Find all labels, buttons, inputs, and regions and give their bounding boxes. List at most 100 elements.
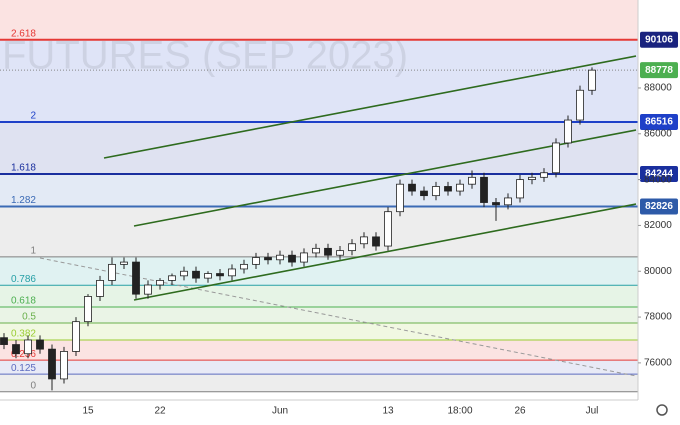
price-tag (640, 166, 678, 183)
candle-body (360, 236, 368, 245)
x-tick-label: 22 (154, 406, 166, 417)
fib-band (0, 285, 638, 308)
candle-body (144, 284, 152, 295)
candle-body (132, 261, 140, 295)
price-tag (640, 198, 678, 215)
x-tick-label: Jul (586, 406, 599, 417)
y-tick-label: 86000 (644, 128, 672, 139)
candle-body (372, 236, 380, 247)
candle-body (432, 186, 440, 197)
channel-line (103, 55, 637, 159)
price-tag (640, 31, 678, 48)
fib-band (0, 0, 638, 40)
candle-body (576, 89, 584, 121)
candle-body (504, 197, 512, 206)
candle-body (564, 119, 572, 144)
fib-label: 0 (30, 380, 36, 391)
candle-body (252, 257, 260, 265)
y-tick-label: 84000 (644, 174, 672, 185)
fib-band (0, 323, 638, 340)
fib-label: 0.236 (11, 349, 36, 360)
fib-label: 1.618 (11, 163, 36, 174)
last-price-label: 88778 (645, 65, 673, 76)
candle-body (300, 252, 308, 263)
candle-body (276, 254, 284, 261)
candle-body (0, 337, 8, 345)
candle-body (156, 280, 164, 286)
fib-label: 0.618 (11, 296, 36, 307)
fib-band (0, 307, 638, 324)
candle-body (120, 261, 128, 265)
x-tick-label: 13 (382, 406, 394, 417)
candle-body (204, 273, 212, 279)
candle-body (588, 69, 596, 91)
price-tag-label: 90106 (645, 34, 673, 45)
fib-label: 2 (30, 111, 36, 122)
fib-label: 0.382 (11, 329, 36, 340)
fib-label: 0.5 (22, 312, 36, 323)
candle-body (288, 254, 296, 263)
candle-body (420, 190, 428, 197)
x-tick-label: 15 (82, 406, 94, 417)
y-tick-label: 78000 (644, 312, 672, 323)
candle-body (444, 186, 452, 192)
candle-body (336, 250, 344, 256)
settings-icon[interactable] (656, 404, 668, 416)
candle-body (48, 348, 56, 380)
candle-body (168, 275, 176, 281)
fib-band (0, 39, 638, 122)
candle-body (312, 247, 320, 254)
candle-body (264, 257, 272, 261)
candle-body (456, 183, 464, 192)
candle-body (12, 344, 20, 355)
channel-line (133, 203, 637, 301)
fib-label: 2.618 (11, 28, 36, 39)
candle-body (528, 176, 536, 181)
fib-label: 0.125 (11, 363, 36, 374)
candle-body (240, 263, 248, 270)
y-tick-label: 80000 (644, 266, 672, 277)
candle-body (36, 339, 44, 350)
fib-label: 1 (30, 246, 36, 257)
candle-body (324, 247, 332, 256)
fib-label: 0.786 (11, 274, 36, 285)
candle-body (396, 183, 404, 213)
candle-body (480, 176, 488, 203)
candle-body (24, 339, 32, 355)
candle-body (384, 211, 392, 247)
candle-body (192, 270, 200, 279)
fib-label: 1.282 (11, 195, 36, 206)
candle-body (180, 270, 188, 277)
fib-band (0, 121, 638, 175)
candle-body (84, 296, 92, 323)
candle-body (60, 351, 68, 380)
price-tag-label: 82826 (645, 201, 673, 212)
last-price-tag (640, 62, 678, 79)
x-tick-label: Jun (272, 406, 288, 417)
candle-body (96, 280, 104, 297)
y-tick-label: 76000 (644, 358, 672, 369)
price-tag (640, 113, 678, 130)
price-tag-label: 86516 (645, 117, 673, 128)
candle-body (228, 268, 236, 277)
fib-band (0, 360, 638, 375)
candle-body (552, 142, 560, 174)
fib-band (0, 256, 638, 286)
price-tag-label: 84244 (645, 169, 673, 180)
candle-body (108, 263, 116, 281)
candle-body (468, 176, 476, 185)
candle-body (492, 202, 500, 206)
x-tick-label: 18:00 (447, 406, 472, 417)
fib-band (0, 374, 638, 392)
candle-body (72, 321, 80, 352)
candle-body (216, 273, 224, 277)
candle-body (348, 243, 356, 252)
y-tick-label: 88000 (644, 83, 672, 94)
candle-body (408, 183, 416, 192)
fib-band (0, 339, 638, 361)
candle-body (516, 179, 524, 199)
candle-body (540, 172, 548, 178)
y-tick-label: 82000 (644, 220, 672, 231)
